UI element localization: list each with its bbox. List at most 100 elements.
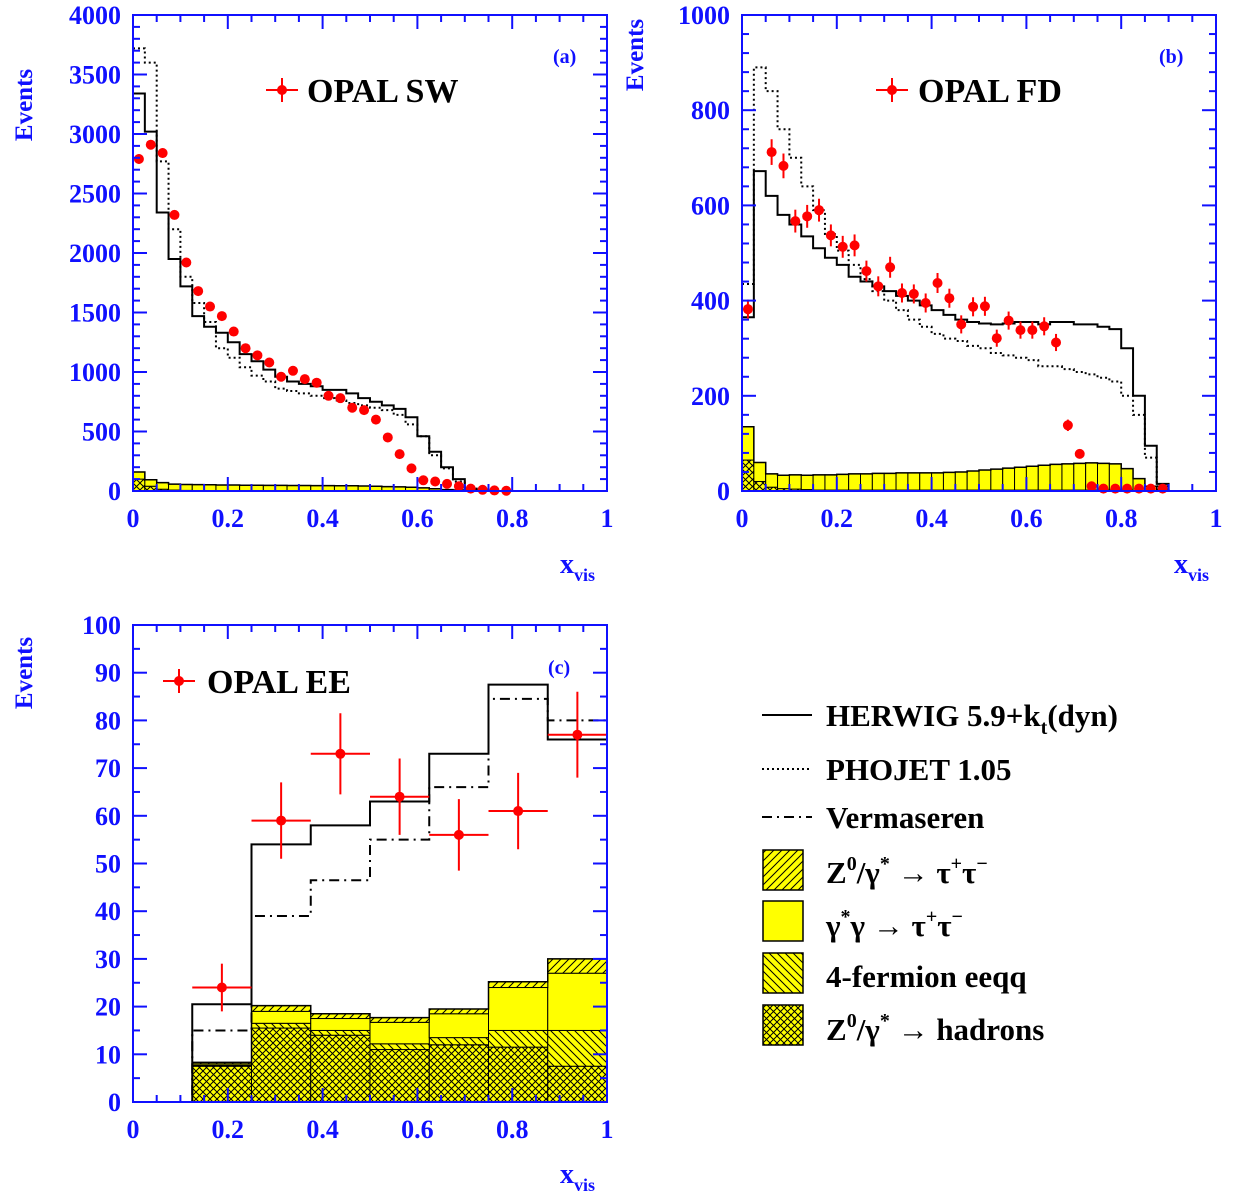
data-point bbox=[264, 357, 275, 368]
bar-yellow bbox=[547, 972, 608, 1031]
data-point bbox=[802, 204, 813, 228]
data-point bbox=[1051, 333, 1062, 352]
data-point bbox=[429, 799, 489, 871]
y-tick-label: 3000 bbox=[69, 120, 121, 149]
x-tick-label: 1 bbox=[601, 504, 614, 533]
data-point bbox=[335, 393, 346, 404]
bar-hatch bbox=[251, 1005, 312, 1012]
data-point bbox=[944, 288, 955, 308]
data-point bbox=[323, 390, 334, 401]
bar-yellow bbox=[788, 474, 802, 490]
y-tick-label: 800 bbox=[691, 96, 730, 125]
data-point bbox=[1122, 483, 1133, 494]
bar-yellow bbox=[251, 484, 264, 492]
x-tick-label: 0.4 bbox=[306, 1115, 339, 1144]
data-point bbox=[766, 139, 777, 165]
bar-yellow bbox=[942, 471, 956, 491]
legend-ztautau: Z0/γ* → τ+τ− bbox=[762, 849, 988, 891]
y-tick-label: 0 bbox=[108, 1088, 121, 1117]
data-point bbox=[991, 329, 1002, 347]
y-tick-label: 1000 bbox=[678, 1, 730, 30]
y-tick-label: 80 bbox=[95, 706, 121, 735]
panel-a-legend-marker bbox=[266, 78, 298, 102]
y-tick-label: 2000 bbox=[69, 239, 121, 268]
bar-yellow bbox=[274, 484, 288, 492]
data-point bbox=[181, 257, 192, 268]
bar-yellow bbox=[895, 472, 909, 491]
bar-yellow bbox=[800, 474, 814, 491]
panel-b-tag: (b) bbox=[1159, 46, 1183, 68]
data-point bbox=[299, 374, 310, 385]
panel-a-lines bbox=[133, 47, 607, 492]
data-point bbox=[1039, 317, 1050, 336]
data-point bbox=[276, 371, 287, 382]
data-point bbox=[932, 272, 943, 293]
x-tick-label: 0.2 bbox=[212, 1115, 245, 1144]
y-tick-label: 20 bbox=[95, 993, 121, 1022]
bar-crosshatch bbox=[428, 1044, 489, 1103]
bar-yellow bbox=[978, 469, 992, 491]
x-tick-label: 0.8 bbox=[496, 1115, 529, 1144]
data-point bbox=[133, 153, 144, 164]
bar-crosshatch bbox=[741, 459, 755, 492]
x-tick-label: 0 bbox=[127, 1115, 140, 1144]
legend-vermaseren: Vermaseren bbox=[762, 800, 984, 835]
bar-yellow bbox=[286, 485, 300, 492]
stack-outline bbox=[741, 425, 1216, 492]
data-point bbox=[145, 139, 156, 150]
data-point bbox=[896, 283, 907, 303]
y-tick-label: 0 bbox=[717, 477, 730, 506]
x-tick-label: 0.6 bbox=[401, 504, 434, 533]
data-point bbox=[825, 224, 836, 247]
bar-backhatch bbox=[428, 1037, 489, 1046]
data-point bbox=[742, 299, 753, 319]
legend-vermaseren-label: Vermaseren bbox=[826, 800, 984, 835]
y-tick-label: 30 bbox=[95, 945, 121, 974]
bar-yellow bbox=[836, 473, 850, 491]
data-point bbox=[359, 405, 370, 416]
panel-a-xlabel: xvis bbox=[560, 549, 595, 585]
bar-yellow bbox=[1073, 462, 1087, 491]
y-tick-label: 600 bbox=[691, 191, 730, 220]
y-tick-label: 500 bbox=[82, 418, 121, 447]
legend: HERWIG 5.9+kt(dyn) PHOJET 1.05 Vermasere… bbox=[762, 698, 1118, 1047]
bar-yellow bbox=[1037, 464, 1051, 491]
y-tick-label: 0 bbox=[108, 477, 121, 506]
y-tick-label: 4000 bbox=[69, 1, 121, 30]
data-point bbox=[1074, 448, 1085, 459]
line-solid bbox=[133, 92, 607, 492]
data-point bbox=[814, 198, 825, 222]
x-tick-label: 0 bbox=[736, 504, 749, 533]
y-tick-label: 90 bbox=[95, 659, 121, 688]
x-tick-label: 0.4 bbox=[306, 504, 339, 533]
line-dotted bbox=[133, 47, 607, 492]
bar-yellow bbox=[907, 472, 921, 491]
data-point bbox=[908, 284, 919, 304]
panel-c-label: OPAL EE bbox=[207, 664, 351, 701]
legend-phojet: PHOJET 1.05 bbox=[762, 752, 1011, 787]
y-tick-label: 1500 bbox=[69, 299, 121, 328]
bar-yellow bbox=[1014, 466, 1027, 491]
data-point bbox=[430, 476, 441, 487]
panel-c-fills bbox=[133, 958, 608, 1103]
bar-yellow bbox=[1049, 463, 1063, 491]
data-point bbox=[287, 365, 298, 376]
bar-crosshatch bbox=[488, 1046, 549, 1103]
legend-herwig-label: HERWIG 5.9+k bbox=[826, 698, 1041, 733]
data-point bbox=[394, 449, 405, 460]
panel-c-tag: (c) bbox=[548, 657, 570, 679]
bar-crosshatch bbox=[191, 1065, 252, 1103]
bar-backhatch bbox=[251, 1022, 312, 1029]
bar-backhatch bbox=[310, 1029, 371, 1036]
data-point bbox=[1145, 483, 1156, 494]
panel-a-points bbox=[133, 139, 512, 496]
x-tick-label: 0.6 bbox=[401, 1115, 434, 1144]
data-point bbox=[1003, 311, 1014, 330]
bar-yellow bbox=[871, 472, 885, 491]
data-point bbox=[1062, 419, 1073, 432]
legend-fourfermion: 4-fermion eeqq bbox=[762, 952, 1027, 994]
bar-yellow bbox=[765, 473, 779, 488]
data-point bbox=[465, 483, 476, 494]
bar-yellow bbox=[919, 472, 933, 491]
